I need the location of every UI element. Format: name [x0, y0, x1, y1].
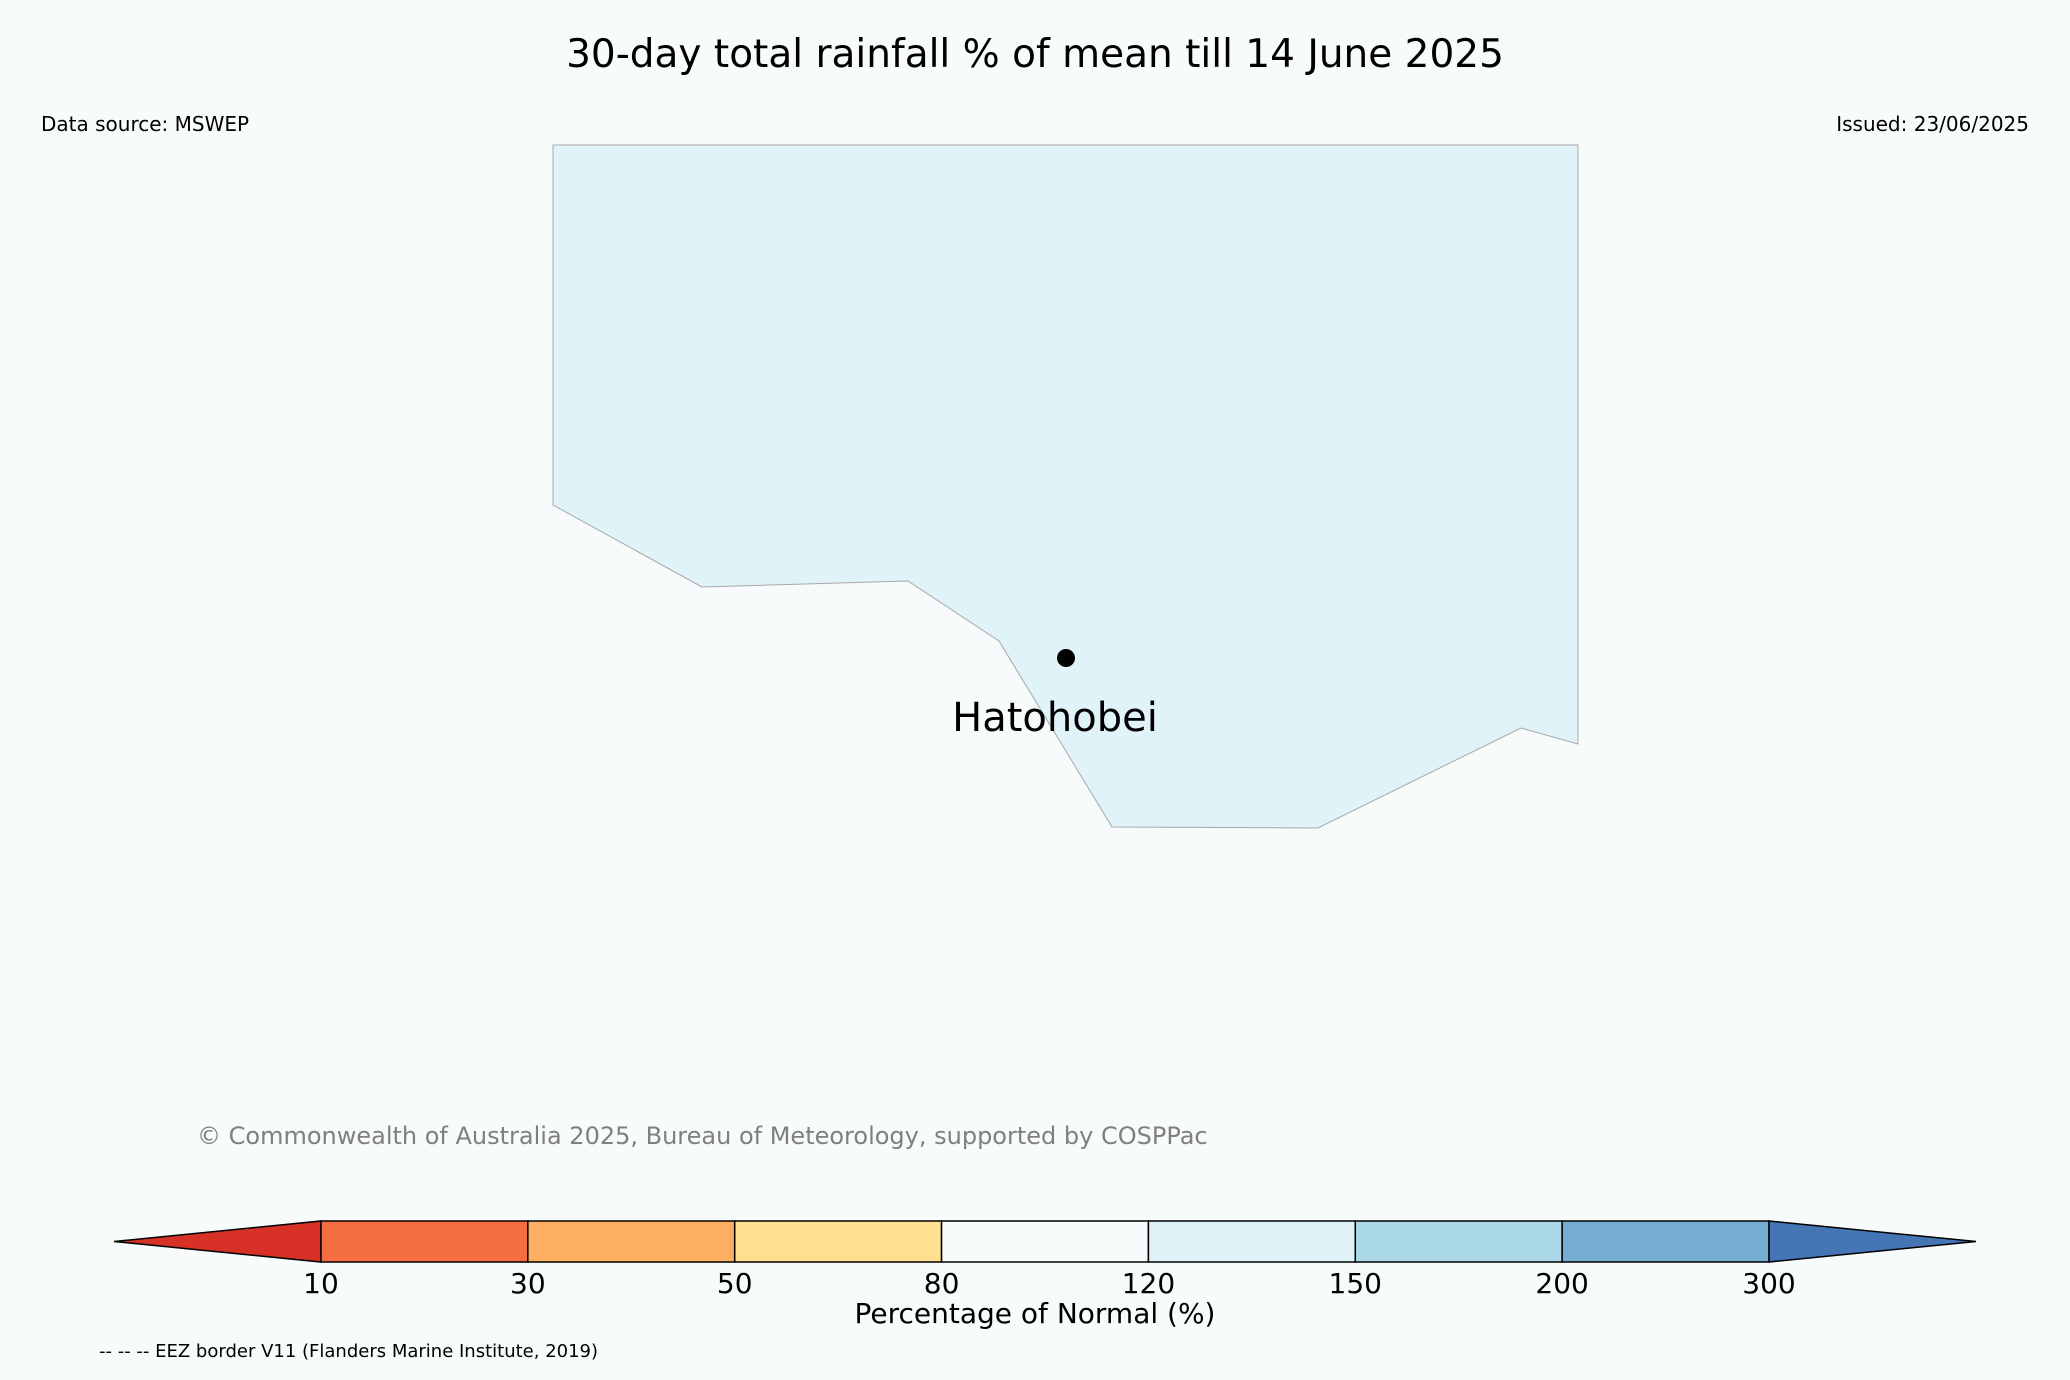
colorbar-label: Percentage of Normal (%) — [854, 1297, 1216, 1330]
colorbar-bin-80-120 — [940, 1220, 1150, 1263]
colorbar-tick-label: 150 — [1329, 1267, 1382, 1300]
colorbar-bin-150-200 — [1354, 1220, 1563, 1263]
colorbar-tick-label: 10 — [303, 1267, 339, 1300]
issued-date-label: Issued: 23/06/2025 — [1836, 112, 2029, 136]
colorbar-bin-50-80 — [733, 1220, 943, 1263]
colorbar-bin-10-30 — [320, 1220, 529, 1263]
place-label: Hatohobei — [952, 695, 1158, 741]
colorbar-tick-label: 30 — [510, 1267, 546, 1300]
copyright-notice: © Commonwealth of Australia 2025, Bureau… — [197, 1122, 1208, 1150]
colorbar-bin-30-50 — [527, 1220, 736, 1263]
colorbar-bin-200-300 — [1561, 1220, 1770, 1263]
colorbar-tick-label: 200 — [1535, 1267, 1588, 1300]
rainfall-region-polygon — [552, 144, 1579, 829]
colorbar-tick-label: 80 — [924, 1267, 960, 1300]
location-marker — [1057, 649, 1075, 667]
map-title: 30-day total rainfall % of mean till 14 … — [566, 32, 1504, 77]
colorbar-extend-high — [1768, 1220, 1977, 1263]
colorbar-tick-label: 120 — [1122, 1267, 1175, 1300]
colorbar-extend-low — [113, 1220, 322, 1263]
colorbar-tick-label: 300 — [1742, 1267, 1795, 1300]
colorbar-tick-label: 50 — [717, 1267, 753, 1300]
eez-footnote: -- -- -- EEZ border V11 (Flanders Marine… — [99, 1341, 599, 1362]
colorbar-bin-120-150 — [1147, 1220, 1357, 1263]
data-source-label: Data source: MSWEP — [41, 112, 250, 136]
